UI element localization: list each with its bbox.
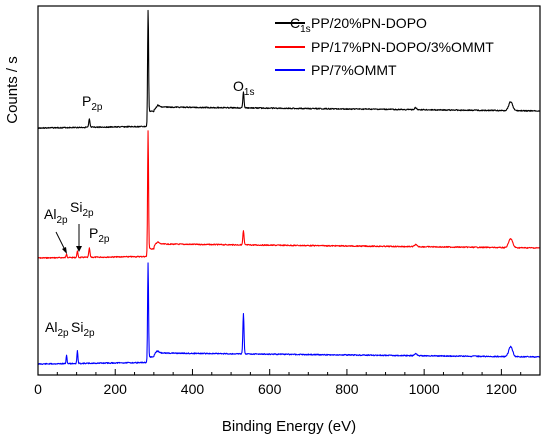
x-tick-label: 400 bbox=[181, 381, 205, 397]
plot-frame bbox=[37, 5, 541, 376]
peak-label-si2p-blue: Si2p bbox=[71, 319, 95, 339]
peak-label-o1s-black: O1s bbox=[233, 78, 254, 98]
series-line-1 bbox=[37, 130, 541, 259]
spectra-group bbox=[37, 9, 541, 365]
peak-label-al2p-red: Al2p bbox=[44, 206, 68, 226]
series-line-2 bbox=[37, 262, 541, 365]
x-axis-ticks: 0 200 400 600 800 1000 1200 bbox=[34, 369, 541, 397]
peak-label-al2p-blue: Al2p bbox=[45, 319, 69, 339]
arrowhead-al2p-red bbox=[62, 247, 67, 254]
legend: PP/20%PN-DOPO PP/17%PN-DOPO/3%OMMT PP/7%… bbox=[275, 15, 494, 78]
legend-label-red: PP/17%PN-DOPO/3%OMMT bbox=[311, 39, 494, 55]
x-axis-label: Binding Energy (eV) bbox=[222, 418, 356, 435]
x-tick-label: 800 bbox=[335, 381, 359, 397]
legend-label-blue: PP/7%OMMT bbox=[311, 62, 397, 78]
legend-label-black: PP/20%PN-DOPO bbox=[311, 15, 427, 31]
peak-annotations: P2p C1s O1s Al2p Si2p P2p Al2p Si2p bbox=[44, 15, 311, 339]
peak-label-c1s-black: C1s bbox=[290, 15, 311, 35]
x-tick-label: 0 bbox=[34, 381, 42, 397]
peak-label-p2p-black: P2p bbox=[82, 93, 103, 113]
x-tick-label: 200 bbox=[104, 381, 128, 397]
arrowhead-si2p-red bbox=[76, 246, 82, 252]
y-axis-label: Counts / s bbox=[4, 56, 21, 124]
x-tick-label: 1200 bbox=[486, 381, 517, 397]
peak-label-p2p-red: P2p bbox=[89, 225, 110, 245]
x-tick-label: 1000 bbox=[409, 381, 440, 397]
peak-label-si2p-red: Si2p bbox=[70, 199, 94, 219]
x-tick-label: 600 bbox=[258, 381, 282, 397]
series-line-0 bbox=[37, 9, 541, 130]
